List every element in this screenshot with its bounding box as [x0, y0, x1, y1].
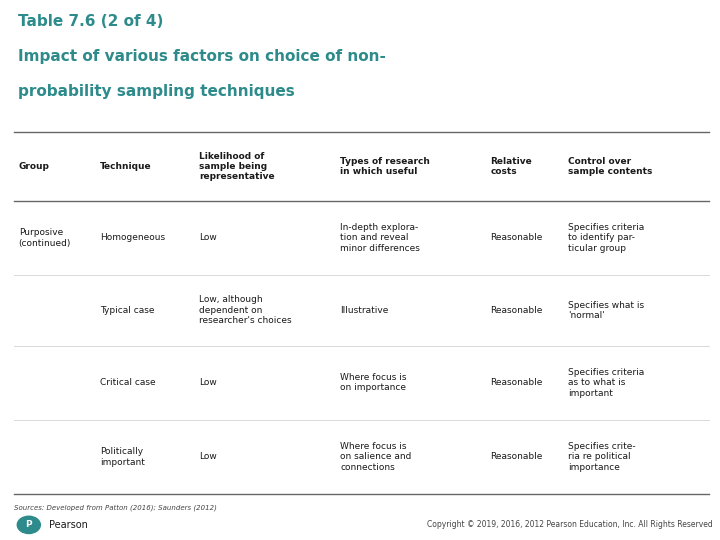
Text: Homogeneous: Homogeneous	[100, 233, 166, 242]
Text: Where focus is
on importance: Where focus is on importance	[341, 373, 407, 393]
Text: Critical case: Critical case	[100, 378, 156, 387]
Text: Politically
important: Politically important	[100, 447, 145, 467]
Text: Relative
costs: Relative costs	[490, 157, 532, 176]
Text: Low: Low	[199, 453, 217, 462]
Text: Reasonable: Reasonable	[490, 453, 543, 462]
Text: Table 7.6 (2 of 4): Table 7.6 (2 of 4)	[18, 14, 163, 29]
Text: Typical case: Typical case	[100, 306, 155, 315]
Text: Low, although
dependent on
researcher's choices: Low, although dependent on researcher's …	[199, 295, 292, 325]
Circle shape	[17, 516, 40, 534]
Text: Types of research
in which useful: Types of research in which useful	[341, 157, 431, 176]
Text: In-depth explora-
tion and reveal
minor differences: In-depth explora- tion and reveal minor …	[341, 223, 420, 253]
Text: Reasonable: Reasonable	[490, 378, 543, 387]
Text: Specifies what is
'normal': Specifies what is 'normal'	[567, 301, 644, 320]
Text: Reasonable: Reasonable	[490, 233, 543, 242]
Text: Group: Group	[19, 162, 50, 171]
Text: Reasonable: Reasonable	[490, 306, 543, 315]
Text: Illustrative: Illustrative	[341, 306, 389, 315]
Text: Sources: Developed from Patton (2016); Saunders (2012): Sources: Developed from Patton (2016); S…	[14, 504, 217, 511]
Text: Low: Low	[199, 378, 217, 387]
Text: Impact of various factors on choice of non-: Impact of various factors on choice of n…	[18, 49, 386, 64]
Text: Technique: Technique	[100, 162, 152, 171]
Text: Likelihood of
sample being
representative: Likelihood of sample being representativ…	[199, 152, 274, 181]
Text: Purposive
(continued): Purposive (continued)	[19, 228, 71, 248]
Text: Where focus is
on salience and
connections: Where focus is on salience and connectio…	[341, 442, 412, 472]
Text: Low: Low	[199, 233, 217, 242]
Text: P: P	[25, 521, 32, 529]
Text: Specifies crite-
ria re political
importance: Specifies crite- ria re political import…	[567, 442, 635, 472]
Text: Specifies criteria
as to what is
important: Specifies criteria as to what is importa…	[567, 368, 644, 397]
Text: probability sampling techniques: probability sampling techniques	[18, 84, 294, 99]
Text: Specifies criteria
to identify par-
ticular group: Specifies criteria to identify par- ticu…	[567, 223, 644, 253]
Text: Copyright © 2019, 2016, 2012 Pearson Education, Inc. All Rights Reserved: Copyright © 2019, 2016, 2012 Pearson Edu…	[427, 521, 713, 529]
Text: Control over
sample contents: Control over sample contents	[567, 157, 652, 176]
Text: Pearson: Pearson	[49, 520, 88, 530]
